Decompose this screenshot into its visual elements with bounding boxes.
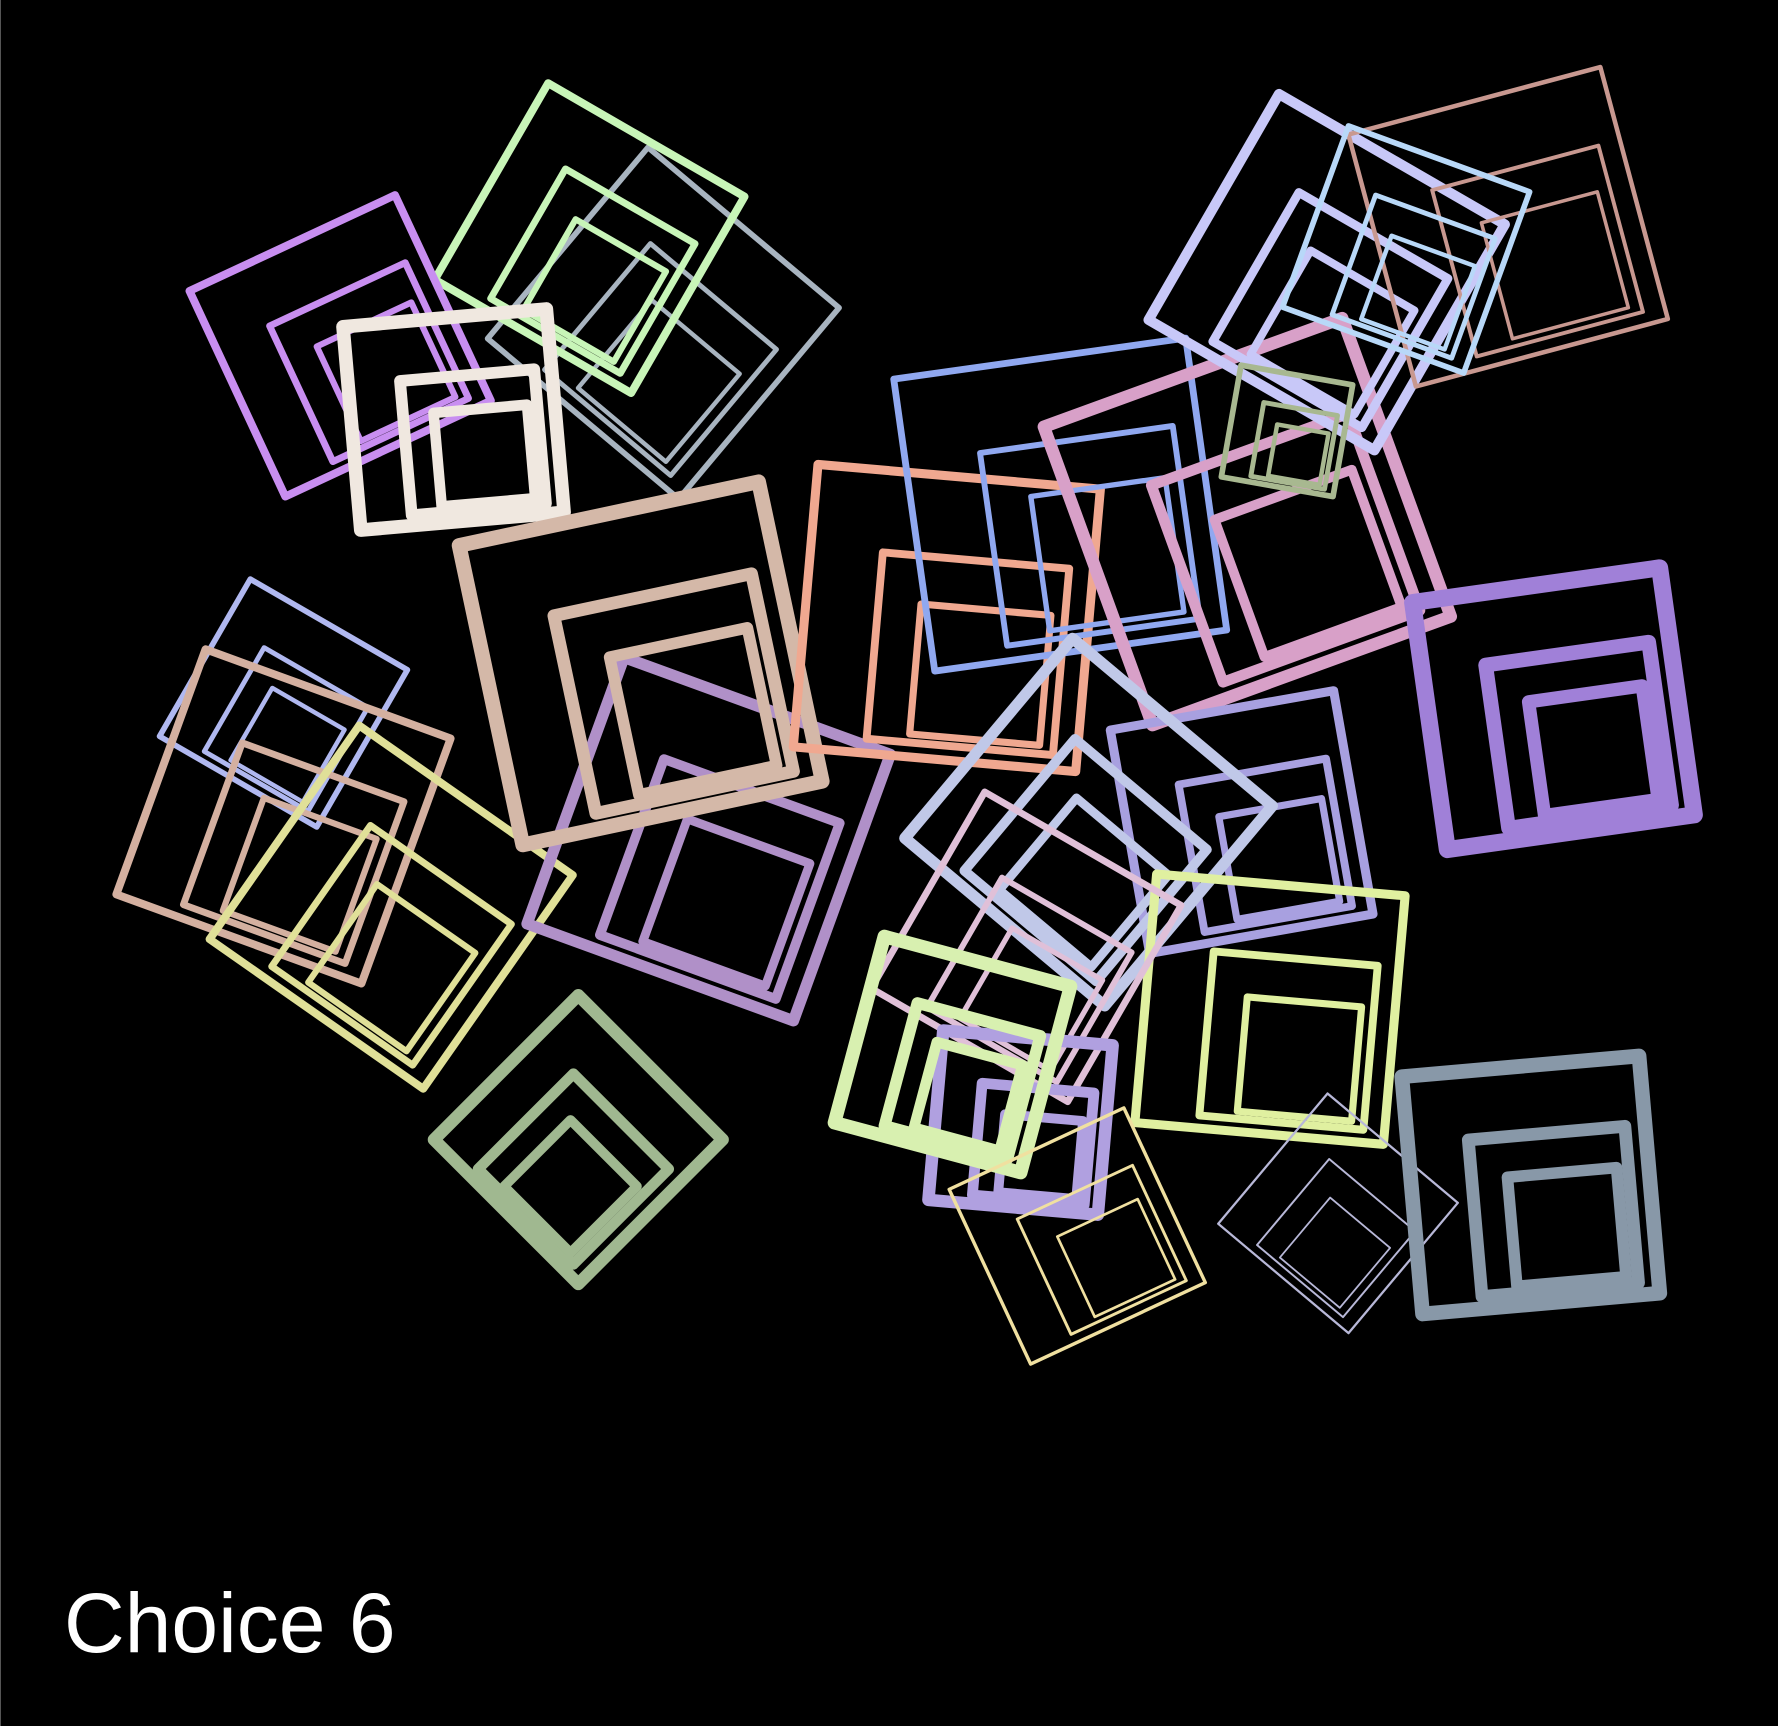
square-outline <box>1248 400 1340 492</box>
square-outline <box>1037 311 1458 732</box>
square-outline <box>1130 869 1410 1149</box>
square-outline <box>219 794 380 955</box>
square-group <box>1130 869 1410 1149</box>
square-group <box>867 788 1185 1106</box>
square-outline <box>862 548 1074 759</box>
square-outline <box>1478 634 1679 836</box>
square-group <box>521 651 897 1027</box>
square-group <box>427 989 729 1291</box>
square-outline <box>430 79 749 397</box>
square-group <box>947 1106 1208 1366</box>
square-outline <box>924 874 1135 1086</box>
square-outline <box>305 881 479 1055</box>
square-outline <box>542 241 779 478</box>
square-outline <box>451 474 830 853</box>
square-group <box>1394 1048 1668 1322</box>
square-outline <box>1329 192 1498 361</box>
square-outline <box>427 989 729 1291</box>
square-outline <box>1055 1197 1177 1319</box>
square-outline <box>1233 993 1366 1125</box>
square-group <box>1037 311 1458 732</box>
square-outline <box>268 821 515 1069</box>
square-outline <box>1145 408 1426 688</box>
choice-label: Choice 6 <box>64 1576 396 1670</box>
square-group <box>430 79 749 397</box>
square-group <box>1218 362 1356 500</box>
square-outline <box>499 1115 642 1258</box>
square-group <box>1217 1092 1459 1335</box>
square-group <box>336 302 571 537</box>
square-outline <box>112 645 455 988</box>
square-group <box>451 474 830 853</box>
square-outline <box>336 302 571 537</box>
square-outline <box>1461 1119 1645 1303</box>
square-group <box>788 459 1105 777</box>
square-group <box>1279 123 1533 376</box>
square-outline <box>788 459 1105 777</box>
square-field <box>112 64 1703 1366</box>
square-outline <box>1265 422 1331 488</box>
square-outline <box>1256 1158 1417 1319</box>
square-outline <box>484 144 842 502</box>
square-outline <box>994 793 1173 972</box>
square-outline <box>228 685 347 805</box>
square-outline <box>1501 1161 1632 1293</box>
square-outline <box>1174 754 1356 936</box>
square-outline <box>1278 1196 1391 1309</box>
square-outline <box>1217 1092 1459 1335</box>
square-outline <box>957 925 1106 1074</box>
square-outline <box>205 721 577 1093</box>
square-outline <box>1209 464 1407 662</box>
square-outline <box>977 423 1203 649</box>
square-group <box>1404 559 1703 859</box>
square-outline <box>1015 1163 1188 1336</box>
square-outline <box>472 1068 675 1270</box>
square-outline <box>947 1106 1208 1366</box>
square-outline <box>394 363 552 522</box>
square-outline <box>185 191 495 501</box>
square-outline <box>867 788 1185 1106</box>
square-outline <box>827 929 1078 1180</box>
square-outline <box>1143 88 1510 456</box>
square-outline <box>1404 559 1703 859</box>
square-outline <box>1521 679 1665 823</box>
square-outline <box>1195 947 1382 1134</box>
square-group <box>205 721 577 1093</box>
square-outline <box>1359 233 1478 352</box>
square-group <box>827 929 1078 1180</box>
square-outline <box>547 567 800 820</box>
square-outline <box>1246 246 1419 419</box>
square-outline <box>908 1036 1028 1157</box>
square-outline <box>603 622 783 801</box>
square-outline <box>428 399 541 512</box>
square-outline <box>899 632 1278 1012</box>
square-outline <box>520 216 670 365</box>
square-outline <box>575 297 742 464</box>
square-group <box>484 144 842 502</box>
square-outline <box>1430 143 1645 359</box>
square-outline <box>878 997 1047 1165</box>
square-outline <box>1218 362 1356 500</box>
square-outline <box>906 600 1055 749</box>
square-outline <box>521 651 897 1027</box>
square-outline <box>638 814 815 991</box>
square-outline <box>1279 123 1533 376</box>
square-outline <box>1394 1048 1668 1322</box>
